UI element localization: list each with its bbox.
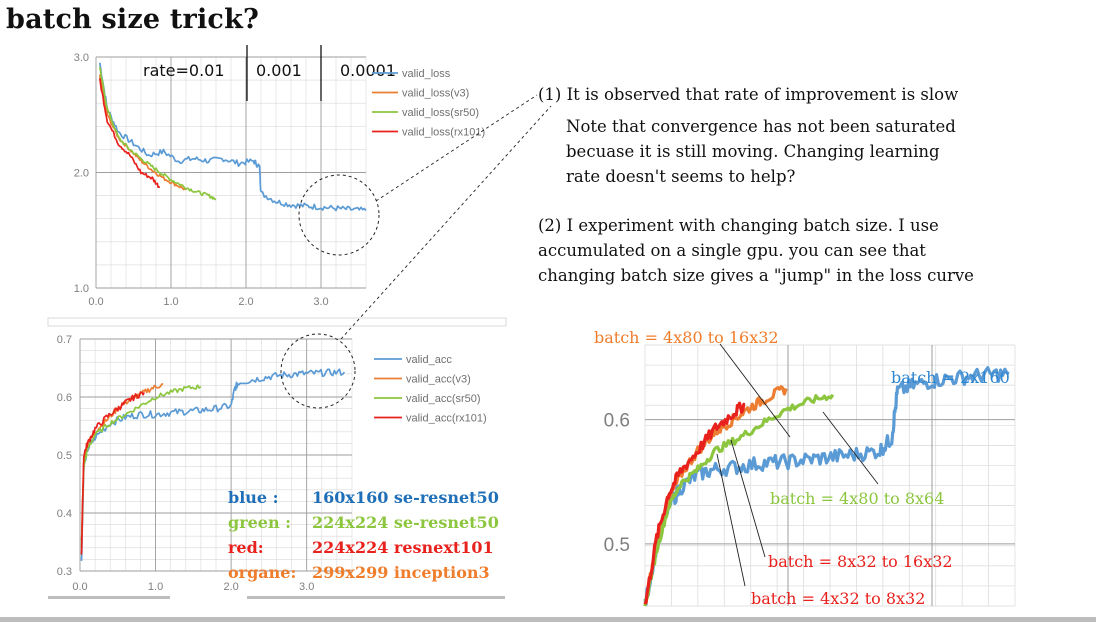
- series-line-valid_acc(rx101): [80, 391, 145, 555]
- legend-label: valid_acc(rx101): [406, 413, 487, 425]
- rate-label: 0.001: [256, 61, 302, 80]
- batch-annotation-orange: batch = 4x80 to 16x32: [594, 328, 779, 347]
- y-tick-label: 0.5: [604, 535, 630, 556]
- x-tick-label: 2.0: [223, 581, 238, 593]
- x-tick-label: 0.0: [88, 296, 103, 308]
- y-tick-label: 0.5: [57, 450, 72, 462]
- model-legend-value: 224x224 se-resnet50: [312, 513, 499, 532]
- legend-label: valid_acc(v3): [406, 374, 471, 386]
- y-tick-label: 2.0: [74, 168, 89, 180]
- rate-label: rate=0.01: [143, 61, 225, 80]
- acc-chart: 0.0 1.0 2.0 3.0 0.3 0.4 0.5 0.6 0.7 valid_accvali…: [47, 317, 507, 599]
- y-tick-label: 0.4: [57, 508, 72, 520]
- series-line-valid_loss(v3): [98, 74, 187, 191]
- series-line-valid_loss(rx101): [98, 78, 161, 189]
- legend-label: valid_loss(rx101): [402, 127, 485, 139]
- model-legend-value: 299x299 inception3: [312, 563, 490, 582]
- y-tick-label: 0.6: [57, 392, 72, 404]
- legend-label: valid_acc(sr50): [406, 393, 481, 405]
- series-line-valid_acc: [80, 368, 346, 561]
- x-tick-label: 3.0: [299, 581, 314, 593]
- note-2-line-2: accumulated on a single gpu. you can see…: [538, 241, 926, 260]
- batch-annotation-red-2: batch = 4x32 to 8x32: [751, 589, 925, 608]
- annotation-leader-line: [719, 343, 791, 438]
- series-line-valid_loss(sr50): [98, 67, 217, 201]
- callouts: [280, 94, 552, 409]
- batch-annotation-blue: batch = 2x160: [891, 368, 1010, 387]
- note-1-line-2: becuase it is still moving. Changing lea…: [566, 142, 940, 161]
- zoom-chart: 0.5 0.6 batch = 4x80 to 16x32 batch = 2x160…: [594, 328, 1016, 608]
- legend-label: valid_loss: [402, 68, 451, 80]
- batch-annotation-red-1: batch = 8x32 to 16x32: [768, 552, 953, 571]
- model-legend-key: organe:: [228, 563, 297, 582]
- zoom-series-line: [643, 366, 1010, 606]
- chart-frame-strip: [47, 317, 507, 327]
- legend-label: valid_loss(sr50): [402, 107, 479, 119]
- x-tick-label: 0.0: [72, 581, 87, 593]
- bottom-rule: [0, 617, 1096, 622]
- x-tick-label: 3.0: [313, 296, 328, 308]
- note-2-line-3: changing batch size gives a "jump" in th…: [538, 266, 974, 285]
- series-line-valid_loss: [98, 62, 367, 212]
- model-legend-key: blue :: [228, 488, 279, 507]
- y-tick-label: 0.7: [57, 334, 72, 346]
- chart-scroll-bar: [48, 596, 170, 599]
- rate-label: 0.0001: [340, 61, 396, 80]
- legend-label: valid_acc: [406, 354, 452, 366]
- x-tick-label: 2.0: [238, 296, 253, 308]
- model-legend-key: red:: [228, 538, 264, 557]
- y-tick-label: 0.3: [57, 566, 72, 578]
- loss-callout-circle: [298, 174, 380, 256]
- acc-callout-circle: [280, 333, 356, 409]
- zoom-series-line: [643, 401, 746, 605]
- note-2-line-1: (2) I experiment with changing batch siz…: [538, 216, 939, 235]
- model-legend-value: 160x160 se-resnet50: [312, 488, 499, 507]
- zoom-series-line: [643, 393, 835, 607]
- batch-annotation-green: batch = 4x80 to 8x64: [770, 489, 944, 508]
- annotation-leader-line: [716, 453, 746, 587]
- x-tick-label: 1.0: [163, 296, 178, 308]
- chart-scroll-bar: [247, 596, 505, 599]
- callout-connector: [340, 105, 552, 340]
- model-legend-key: green :: [228, 513, 292, 532]
- y-tick-label: 0.6: [604, 411, 630, 432]
- annotation-leader-line: [730, 439, 766, 558]
- y-tick-label: 1.0: [74, 283, 89, 295]
- slide-title: batch size trick?: [6, 4, 260, 35]
- series-line-valid_acc(sr50): [80, 384, 202, 547]
- annotation-leader-line: [822, 411, 879, 485]
- note-1-heading: (1) It is observed that rate of improvem…: [538, 85, 959, 104]
- note-1-line-1: Note that convergence has not been satur…: [566, 117, 956, 136]
- model-legend-value: 224x224 resnext101: [312, 538, 494, 557]
- legend-label: valid_loss(v3): [402, 88, 469, 100]
- x-tick-label: 1.0: [148, 581, 163, 593]
- note-1-line-3: rate doesn't seems to help?: [566, 167, 796, 186]
- y-tick-label: 3.0: [74, 52, 89, 64]
- callout-connector: [375, 94, 538, 202]
- series-line-valid_acc(v3): [80, 383, 164, 541]
